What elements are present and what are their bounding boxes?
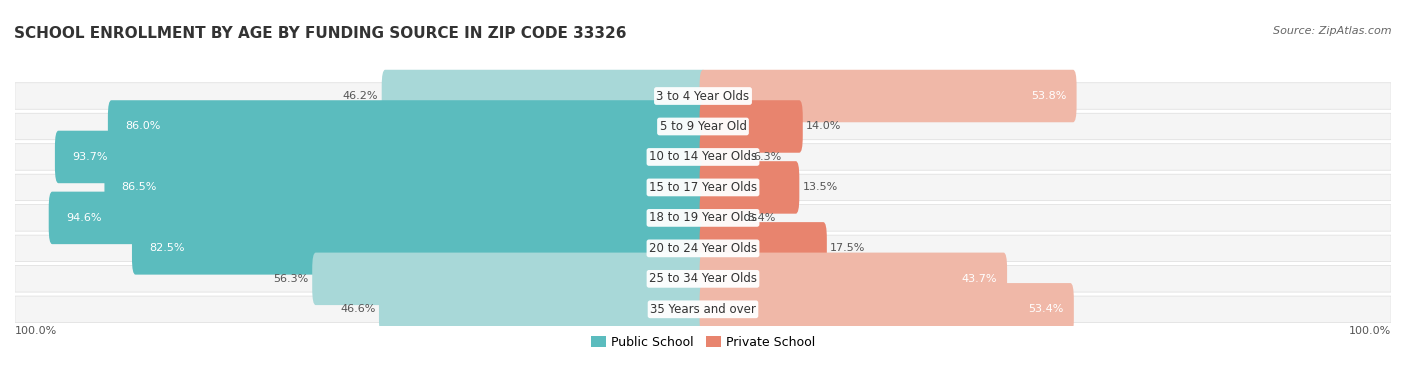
FancyBboxPatch shape bbox=[15, 205, 1391, 231]
FancyBboxPatch shape bbox=[108, 100, 706, 153]
FancyBboxPatch shape bbox=[380, 283, 706, 336]
Text: 56.3%: 56.3% bbox=[274, 274, 309, 284]
FancyBboxPatch shape bbox=[104, 161, 706, 214]
FancyBboxPatch shape bbox=[381, 70, 706, 122]
FancyBboxPatch shape bbox=[700, 253, 1007, 305]
FancyBboxPatch shape bbox=[700, 131, 749, 183]
FancyBboxPatch shape bbox=[15, 83, 1391, 109]
FancyBboxPatch shape bbox=[700, 100, 803, 153]
Text: 35 Years and over: 35 Years and over bbox=[650, 303, 756, 316]
FancyBboxPatch shape bbox=[15, 296, 1391, 323]
Text: 25 to 34 Year Olds: 25 to 34 Year Olds bbox=[650, 272, 756, 285]
Text: 17.5%: 17.5% bbox=[831, 244, 866, 253]
FancyBboxPatch shape bbox=[49, 192, 706, 244]
Text: 93.7%: 93.7% bbox=[72, 152, 108, 162]
FancyBboxPatch shape bbox=[700, 283, 1074, 336]
Text: 46.6%: 46.6% bbox=[340, 304, 375, 314]
Text: 43.7%: 43.7% bbox=[962, 274, 997, 284]
Text: 10 to 14 Year Olds: 10 to 14 Year Olds bbox=[650, 150, 756, 164]
Text: 86.0%: 86.0% bbox=[125, 121, 160, 132]
FancyBboxPatch shape bbox=[700, 192, 744, 244]
Text: 15 to 17 Year Olds: 15 to 17 Year Olds bbox=[650, 181, 756, 194]
Text: 5 to 9 Year Old: 5 to 9 Year Old bbox=[659, 120, 747, 133]
Text: 3 to 4 Year Olds: 3 to 4 Year Olds bbox=[657, 89, 749, 103]
Text: 100.0%: 100.0% bbox=[15, 326, 58, 336]
FancyBboxPatch shape bbox=[15, 113, 1391, 140]
FancyBboxPatch shape bbox=[55, 131, 706, 183]
Text: 100.0%: 100.0% bbox=[1348, 326, 1391, 336]
Text: Source: ZipAtlas.com: Source: ZipAtlas.com bbox=[1274, 26, 1392, 37]
Text: 14.0%: 14.0% bbox=[806, 121, 842, 132]
FancyBboxPatch shape bbox=[15, 265, 1391, 292]
FancyBboxPatch shape bbox=[700, 161, 800, 214]
FancyBboxPatch shape bbox=[700, 222, 827, 274]
FancyBboxPatch shape bbox=[700, 70, 1077, 122]
Text: 46.2%: 46.2% bbox=[343, 91, 378, 101]
Legend: Public School, Private School: Public School, Private School bbox=[588, 334, 818, 351]
Text: 53.4%: 53.4% bbox=[1028, 304, 1063, 314]
Text: 5.4%: 5.4% bbox=[747, 213, 775, 223]
Text: 6.3%: 6.3% bbox=[754, 152, 782, 162]
Text: 94.6%: 94.6% bbox=[66, 213, 101, 223]
Text: 20 to 24 Year Olds: 20 to 24 Year Olds bbox=[650, 242, 756, 255]
Text: 82.5%: 82.5% bbox=[149, 244, 184, 253]
FancyBboxPatch shape bbox=[132, 222, 706, 274]
FancyBboxPatch shape bbox=[15, 235, 1391, 262]
Text: SCHOOL ENROLLMENT BY AGE BY FUNDING SOURCE IN ZIP CODE 33326: SCHOOL ENROLLMENT BY AGE BY FUNDING SOUR… bbox=[14, 26, 627, 41]
Text: 86.5%: 86.5% bbox=[122, 182, 157, 192]
Text: 18 to 19 Year Olds: 18 to 19 Year Olds bbox=[650, 211, 756, 224]
FancyBboxPatch shape bbox=[312, 253, 706, 305]
Text: 13.5%: 13.5% bbox=[803, 182, 838, 192]
FancyBboxPatch shape bbox=[15, 144, 1391, 170]
FancyBboxPatch shape bbox=[15, 174, 1391, 201]
Text: 53.8%: 53.8% bbox=[1031, 91, 1066, 101]
